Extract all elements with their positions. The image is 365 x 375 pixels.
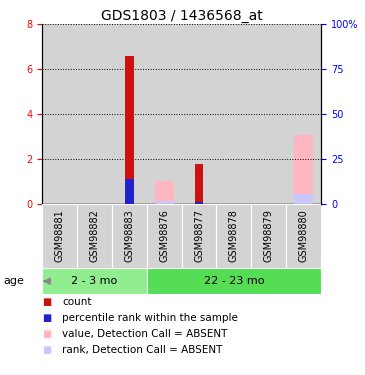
Bar [147, 24, 181, 204]
Bar [181, 24, 216, 204]
Bar [77, 204, 112, 268]
Text: ■: ■ [42, 313, 51, 323]
Text: 22 - 23 mo: 22 - 23 mo [204, 276, 264, 286]
Text: 2 - 3 mo: 2 - 3 mo [71, 276, 118, 286]
Bar [42, 24, 77, 204]
Text: percentile rank within the sample: percentile rank within the sample [62, 313, 238, 323]
Bar [42, 268, 147, 294]
Text: age: age [4, 276, 24, 286]
Bar [294, 135, 313, 204]
Bar [294, 195, 313, 204]
Text: GSM98883: GSM98883 [124, 210, 134, 262]
Bar [195, 202, 203, 204]
Bar [112, 204, 147, 268]
Text: ■: ■ [42, 329, 51, 339]
Bar [181, 204, 216, 268]
Title: GDS1803 / 1436568_at: GDS1803 / 1436568_at [101, 9, 262, 23]
Bar [154, 181, 174, 204]
Bar [112, 24, 147, 204]
Text: ■: ■ [42, 345, 51, 355]
Text: count: count [62, 297, 92, 307]
Text: GSM98881: GSM98881 [54, 210, 65, 262]
Bar [125, 56, 134, 204]
Text: value, Detection Call = ABSENT: value, Detection Call = ABSENT [62, 329, 227, 339]
Bar [125, 179, 134, 204]
Text: GSM98879: GSM98879 [264, 210, 274, 262]
Bar [216, 24, 251, 204]
Bar [195, 164, 203, 204]
Text: GSM98877: GSM98877 [194, 210, 204, 262]
Text: GSM98876: GSM98876 [159, 210, 169, 262]
Bar [77, 24, 112, 204]
Text: ■: ■ [42, 297, 51, 307]
Bar [251, 24, 286, 204]
Bar [154, 201, 174, 204]
Text: GSM98880: GSM98880 [299, 210, 309, 262]
Bar [147, 268, 321, 294]
Text: rank, Detection Call = ABSENT: rank, Detection Call = ABSENT [62, 345, 222, 355]
Bar [42, 204, 77, 268]
Text: GSM98878: GSM98878 [229, 210, 239, 262]
Bar [286, 204, 321, 268]
Bar [216, 204, 251, 268]
Bar [286, 24, 321, 204]
Bar [147, 204, 181, 268]
Text: GSM98882: GSM98882 [89, 210, 99, 262]
Bar [251, 204, 286, 268]
